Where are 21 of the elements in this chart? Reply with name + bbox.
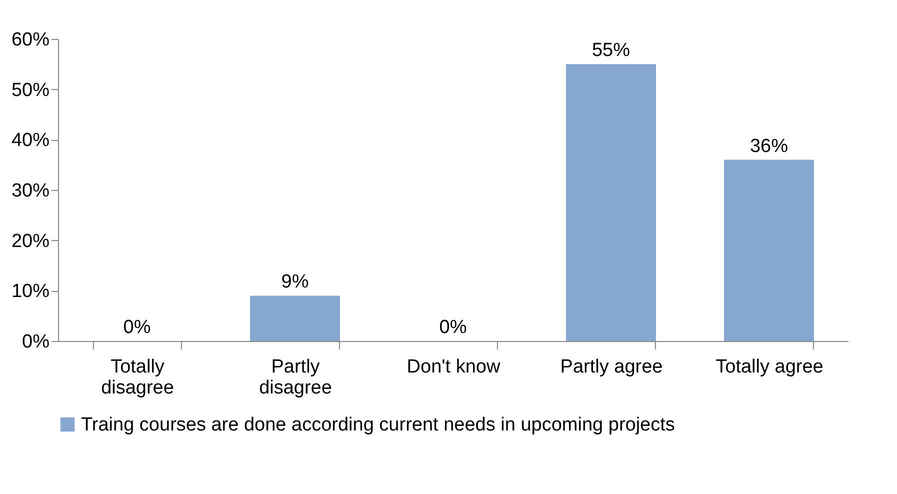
x-tick-label: Totally disagree bbox=[101, 356, 174, 398]
legend-label: Traing courses are done according current needs in upcoming projects bbox=[81, 414, 675, 436]
y-tick-label: 50% bbox=[11, 80, 50, 101]
data-label: 0% bbox=[123, 317, 151, 338]
y-tick-label: 10% bbox=[11, 281, 50, 302]
x-tick-label: Partly disagree bbox=[259, 356, 332, 398]
y-tick-label: 30% bbox=[11, 180, 50, 202]
y-tick-label: 0% bbox=[22, 332, 50, 352]
x-tick-label: Partly agree bbox=[560, 356, 663, 378]
data-label: 0% bbox=[439, 317, 467, 338]
y-tick-label: 60% bbox=[11, 30, 50, 50]
x-tick-label: Totally agree bbox=[716, 356, 824, 378]
data-label: 55% bbox=[592, 40, 630, 62]
y-tick-label: 40% bbox=[11, 130, 50, 152]
data-label: 36% bbox=[750, 136, 788, 157]
x-tick-label: Don't know bbox=[406, 356, 500, 378]
y-tick-label: 20% bbox=[11, 230, 50, 252]
data-label: 9% bbox=[281, 272, 309, 293]
bar bbox=[566, 64, 656, 341]
bar bbox=[250, 296, 340, 341]
bar bbox=[724, 160, 814, 341]
